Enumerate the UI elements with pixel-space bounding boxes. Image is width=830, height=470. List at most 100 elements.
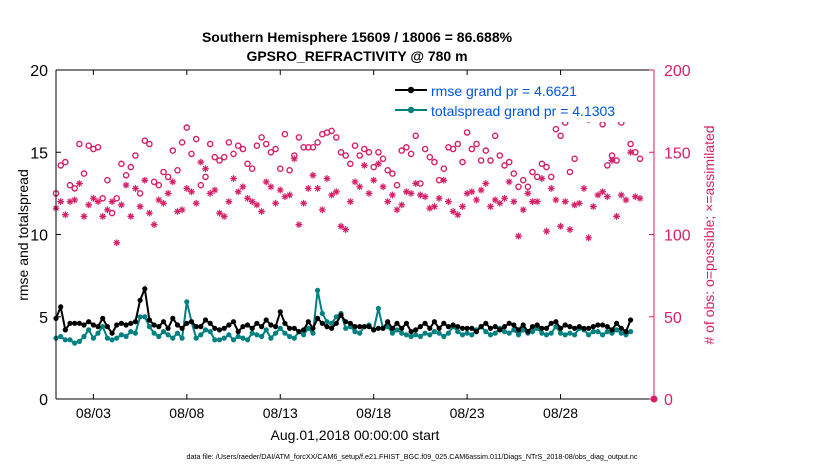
obs-assimilated-marker bbox=[211, 186, 219, 194]
obs-possible-marker bbox=[230, 150, 237, 158]
totalspread-point bbox=[230, 337, 237, 343]
obs-assimilated-marker bbox=[108, 198, 116, 205]
obs-assimilated-marker bbox=[122, 181, 130, 189]
obs-possible-marker bbox=[328, 127, 335, 135]
rmse-point bbox=[240, 324, 246, 330]
totalspread-point bbox=[282, 330, 288, 336]
obs-possible-marker bbox=[211, 153, 219, 161]
obs-possible-marker bbox=[108, 209, 116, 217]
obs-possible-marker bbox=[183, 124, 191, 131]
obs-possible-marker bbox=[295, 134, 303, 141]
obs-assimilated-marker bbox=[482, 180, 490, 187]
rmse-point bbox=[618, 325, 624, 331]
obs-possible-marker bbox=[164, 173, 172, 181]
totalspread-point bbox=[244, 337, 251, 343]
obs-possible-marker bbox=[529, 168, 536, 176]
obs-possible-marker bbox=[234, 142, 242, 149]
rmse-point bbox=[361, 324, 367, 330]
obs-assimilated-marker bbox=[99, 213, 107, 220]
obs-assimilated-marker bbox=[127, 213, 135, 220]
obs-possible-marker bbox=[543, 163, 550, 171]
obs-possible-marker bbox=[463, 129, 471, 136]
obs-assimilated-marker bbox=[435, 194, 443, 202]
obs-possible-marker bbox=[178, 139, 186, 146]
totalspread-point bbox=[394, 327, 400, 333]
rmse-point bbox=[375, 325, 381, 331]
legend-spread-marker bbox=[407, 106, 415, 114]
obs-assimilated-marker bbox=[202, 165, 209, 173]
obs-possible-marker bbox=[384, 166, 392, 174]
rmse-point bbox=[576, 324, 582, 330]
totalspread-point bbox=[202, 327, 209, 333]
totalspread-point bbox=[483, 329, 489, 335]
rmse-point bbox=[296, 329, 302, 335]
obs-possible-marker bbox=[482, 147, 490, 154]
obs-assimilated-marker bbox=[188, 188, 195, 196]
rmse-point bbox=[534, 322, 540, 328]
totalspread-point bbox=[357, 330, 363, 336]
obs-possible-marker bbox=[220, 153, 228, 161]
totalspread-point bbox=[417, 333, 423, 340]
obs-assimilated-marker bbox=[314, 185, 322, 192]
totalspread-point bbox=[492, 330, 498, 336]
totalspread-point bbox=[600, 332, 606, 338]
totalspread-point bbox=[235, 333, 241, 340]
obs-assimilated-marker bbox=[519, 206, 527, 214]
rmse-point bbox=[151, 322, 157, 328]
totalspread-point bbox=[333, 314, 339, 320]
obs-assimilated-marker bbox=[304, 185, 312, 192]
rmse-point bbox=[254, 320, 260, 326]
obs-assimilated-marker bbox=[533, 198, 541, 205]
obs-possible-marker bbox=[389, 170, 396, 177]
totalspread-point bbox=[487, 332, 494, 338]
rmse-point bbox=[156, 324, 162, 330]
obs-possible-marker bbox=[421, 145, 429, 153]
totalspread-point bbox=[436, 330, 442, 336]
obs-possible-marker bbox=[370, 163, 378, 171]
rmse-point bbox=[221, 325, 227, 331]
obs-assimilated-marker bbox=[384, 198, 392, 205]
obs-assimilated-marker bbox=[608, 157, 616, 164]
obs-assimilated-marker bbox=[57, 198, 65, 205]
obs-possible-marker bbox=[216, 157, 223, 164]
rmse-point bbox=[216, 327, 223, 333]
y-axis-label: rmse and totalspread bbox=[15, 169, 31, 301]
x-tick-label: 08/03 bbox=[76, 405, 111, 421]
obs-possible-marker bbox=[501, 162, 508, 169]
obs-assimilated-marker bbox=[529, 198, 536, 205]
obs-assimilated-marker bbox=[164, 189, 172, 197]
obs-possible-marker bbox=[454, 140, 462, 148]
x-axis-label: Aug.01,2018 00:00:00 start bbox=[271, 427, 440, 443]
obs-assimilated-marker bbox=[132, 185, 139, 192]
totalspread-point bbox=[259, 333, 265, 340]
obs-possible-marker bbox=[375, 148, 382, 156]
obs-possible-marker bbox=[225, 139, 233, 146]
obs-assimilated-marker bbox=[365, 189, 373, 197]
totalspread-point bbox=[553, 324, 559, 330]
totalspread-point bbox=[277, 325, 283, 331]
obs-possible-marker bbox=[403, 143, 410, 151]
chart-subtitle: GPSRO_REFRACTIVITY @ 780 m bbox=[246, 48, 467, 64]
totalspread-point bbox=[240, 335, 246, 341]
rmse-point bbox=[408, 329, 414, 335]
obs-assimilated-marker bbox=[407, 189, 415, 197]
y-tick-label: 10 bbox=[30, 228, 48, 245]
rmse-point bbox=[567, 324, 573, 330]
rmse-point bbox=[590, 324, 596, 330]
totalspread-point bbox=[614, 327, 620, 333]
obs-assimilated-marker bbox=[113, 239, 121, 247]
obs-possible-marker bbox=[566, 168, 574, 176]
y2-origin-marker bbox=[650, 395, 658, 403]
obs-possible-marker bbox=[202, 173, 209, 181]
obs-assimilated-marker bbox=[183, 185, 191, 192]
totalspread-point bbox=[118, 332, 124, 338]
rmse-point bbox=[436, 325, 442, 331]
legend: rmse grand pr = 4.6621 totalspread grand… bbox=[392, 76, 642, 122]
obs-possible-marker bbox=[356, 152, 364, 159]
obs-assimilated-marker bbox=[94, 198, 102, 205]
rmse-point bbox=[58, 304, 64, 310]
obs-assimilated-marker bbox=[295, 221, 303, 229]
obs-assimilated-marker bbox=[323, 175, 331, 182]
obs-possible-marker bbox=[365, 148, 373, 156]
totalspread-point bbox=[62, 337, 68, 343]
